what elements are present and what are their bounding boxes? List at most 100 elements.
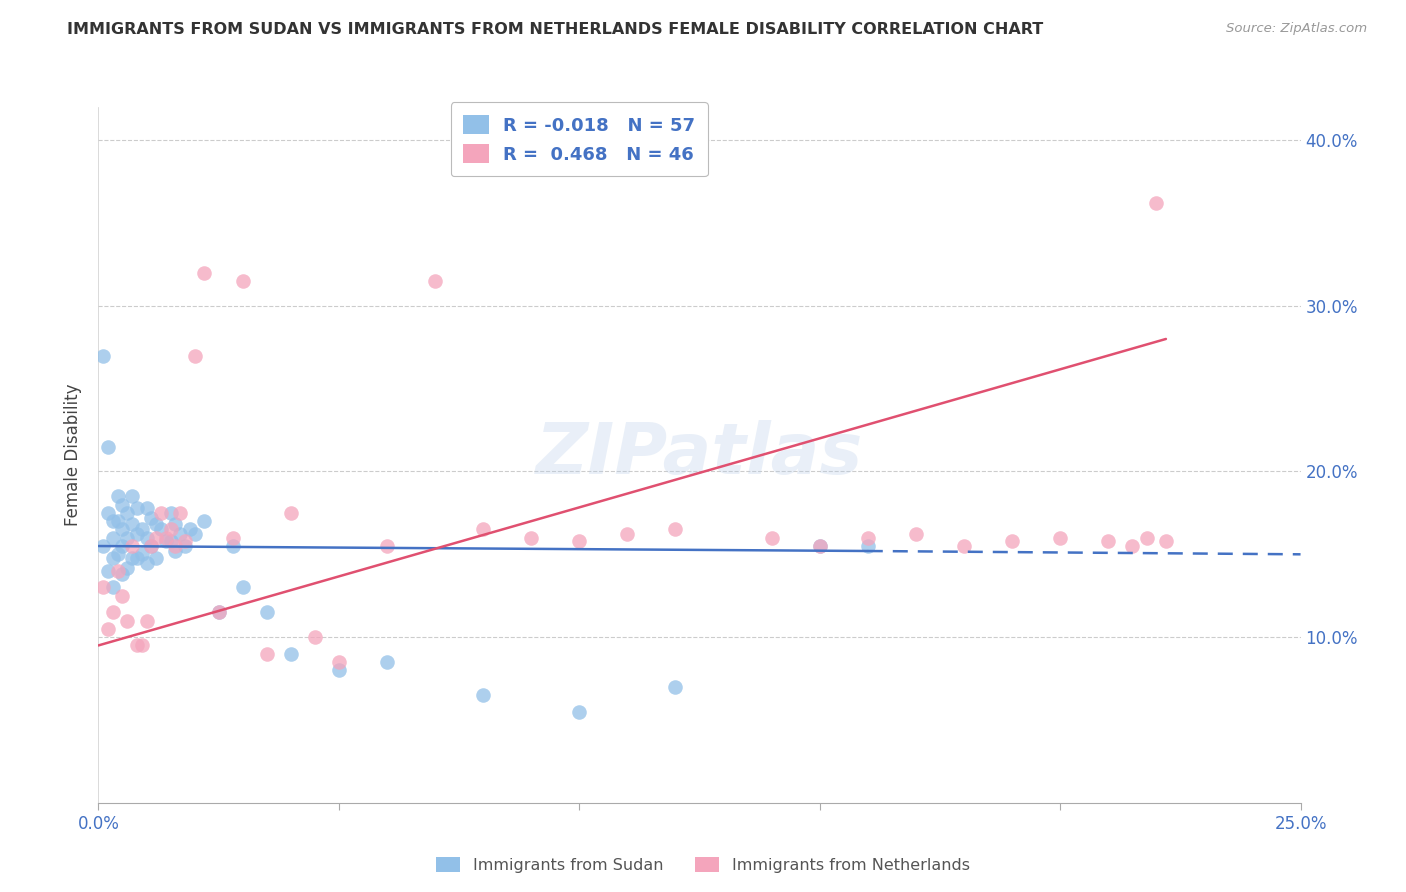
Point: [135, 614, 157, 628]
Legend: R = -0.018   N = 57, R =  0.468   N = 46: R = -0.018 N = 57, R = 0.468 N = 46: [451, 103, 707, 177]
Point: [169, 527, 191, 541]
Point: [174, 539, 197, 553]
Point: [97, 564, 120, 578]
Point: [423, 274, 446, 288]
Point: [375, 655, 398, 669]
Point: [179, 523, 201, 537]
Point: [1154, 534, 1177, 549]
Point: [159, 523, 181, 537]
Point: [117, 614, 139, 628]
Point: [304, 630, 326, 644]
Point: [141, 539, 163, 553]
Point: [904, 527, 927, 541]
Point: [111, 539, 134, 553]
Point: [193, 514, 215, 528]
Point: [107, 514, 129, 528]
Point: [169, 506, 191, 520]
Point: [1049, 531, 1071, 545]
Point: [1136, 531, 1159, 545]
Point: [664, 680, 686, 694]
Point: [183, 527, 205, 541]
Point: [145, 531, 167, 545]
Point: [193, 266, 215, 280]
Point: [141, 511, 163, 525]
Point: [97, 440, 120, 454]
Point: [117, 531, 139, 545]
Point: [472, 688, 495, 702]
Point: [280, 506, 302, 520]
Point: [159, 506, 181, 520]
Point: [328, 663, 350, 677]
Point: [125, 639, 148, 653]
Point: [121, 550, 143, 565]
Point: [111, 498, 134, 512]
Point: [101, 531, 124, 545]
Point: [1097, 534, 1119, 549]
Point: [856, 531, 879, 545]
Point: [568, 705, 591, 719]
Point: [664, 523, 686, 537]
Point: [135, 531, 157, 545]
Point: [616, 527, 638, 541]
Point: [256, 647, 278, 661]
Point: [131, 639, 153, 653]
Point: [145, 550, 167, 565]
Point: [107, 547, 129, 561]
Point: [183, 349, 205, 363]
Point: [111, 589, 134, 603]
Point: [222, 531, 245, 545]
Point: [165, 517, 187, 532]
Point: [91, 581, 114, 595]
Y-axis label: Female Disability: Female Disability: [65, 384, 83, 526]
Point: [256, 605, 278, 619]
Point: [232, 274, 254, 288]
Point: [208, 605, 231, 619]
Point: [97, 622, 120, 636]
Point: [125, 500, 148, 515]
Point: [159, 534, 181, 549]
Point: [856, 539, 879, 553]
Point: [165, 544, 187, 558]
Point: [375, 539, 398, 553]
Point: [328, 655, 350, 669]
Text: IMMIGRANTS FROM SUDAN VS IMMIGRANTS FROM NETHERLANDS FEMALE DISABILITY CORRELATI: IMMIGRANTS FROM SUDAN VS IMMIGRANTS FROM…: [67, 22, 1043, 37]
Point: [149, 506, 172, 520]
Point: [101, 581, 124, 595]
Point: [135, 556, 157, 570]
Point: [149, 523, 172, 537]
Point: [111, 523, 134, 537]
Point: [953, 539, 976, 553]
Point: [121, 489, 143, 503]
Point: [91, 349, 114, 363]
Point: [808, 539, 831, 553]
Point: [222, 539, 245, 553]
Point: [101, 514, 124, 528]
Point: [472, 523, 495, 537]
Point: [174, 534, 197, 549]
Text: ZIPatlas: ZIPatlas: [536, 420, 863, 490]
Point: [145, 517, 167, 532]
Point: [107, 489, 129, 503]
Point: [1001, 534, 1024, 549]
Point: [1121, 539, 1143, 553]
Point: [121, 539, 143, 553]
Point: [131, 547, 153, 561]
Point: [568, 534, 591, 549]
Point: [125, 550, 148, 565]
Point: [91, 539, 114, 553]
Point: [125, 527, 148, 541]
Point: [208, 605, 231, 619]
Point: [135, 500, 157, 515]
Point: [101, 605, 124, 619]
Point: [97, 506, 120, 520]
Text: Source: ZipAtlas.com: Source: ZipAtlas.com: [1226, 22, 1367, 36]
Point: [141, 539, 163, 553]
Point: [121, 517, 143, 532]
Point: [155, 534, 177, 549]
Point: [232, 581, 254, 595]
Point: [117, 560, 139, 574]
Point: [101, 550, 124, 565]
Point: [155, 531, 177, 545]
Point: [117, 506, 139, 520]
Point: [520, 531, 543, 545]
